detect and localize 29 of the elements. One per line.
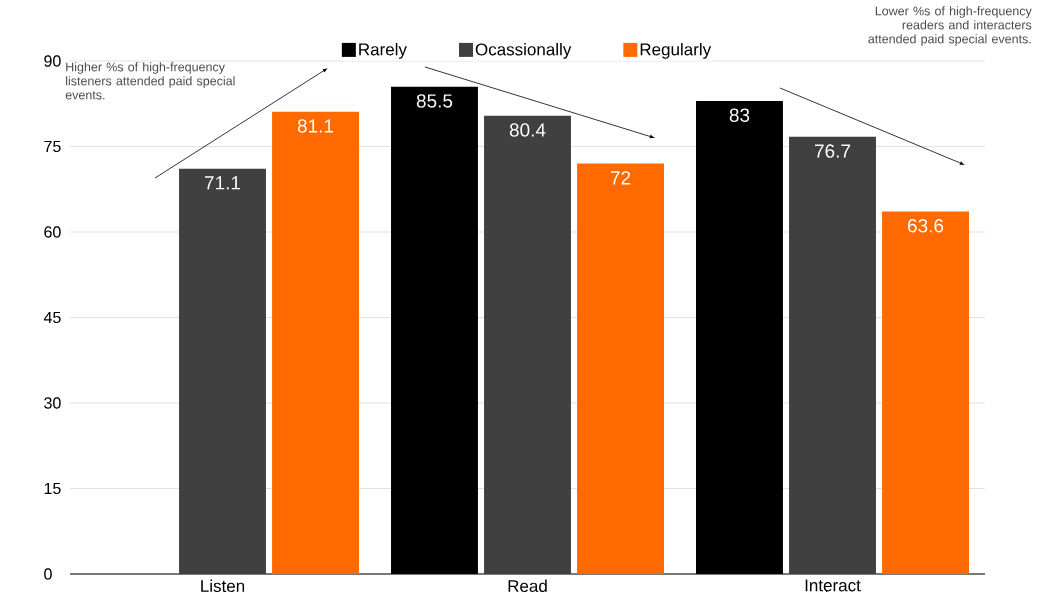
bar: [484, 115, 571, 574]
text: Lower %s of high-frequency readers and interacters attended paid special events.: [868, 6, 1032, 46]
data-label: 81.1: [297, 119, 334, 133]
legend-label: Ocassionally: [475, 42, 572, 59]
bar: [179, 168, 266, 574]
bar: [577, 163, 664, 574]
x-tick-label: Interact: [805, 579, 861, 592]
data-label: 63.6: [908, 219, 944, 233]
y-tick-label: 30: [44, 397, 61, 409]
x-tick-label: Read: [508, 579, 547, 593]
x-tick-label: Listen: [201, 579, 245, 593]
y-tick-label: 0: [44, 568, 52, 580]
y-tick-label: 15: [44, 482, 61, 495]
y-tick-label: 45: [43, 311, 61, 324]
bar: [272, 111, 359, 574]
legend-label: Rarely: [359, 42, 407, 59]
data-label: 72: [610, 171, 631, 185]
data-label: 80.4: [509, 123, 546, 137]
y-tick-label: 90: [44, 55, 61, 67]
data-label: 71.1: [204, 176, 241, 190]
legend-label: Regularly: [640, 42, 712, 59]
data-label: 76.7: [814, 144, 851, 158]
bar: [882, 211, 969, 574]
bar: [789, 136, 876, 574]
y-tick-label: 75: [44, 140, 61, 153]
y-tick-label: 60: [44, 226, 61, 238]
data-label: 85.5: [416, 94, 453, 108]
annotation: Higher %s of high-frequency listeners attended paid special events.: [65, 62, 235, 100]
data-label: 83: [729, 108, 750, 122]
